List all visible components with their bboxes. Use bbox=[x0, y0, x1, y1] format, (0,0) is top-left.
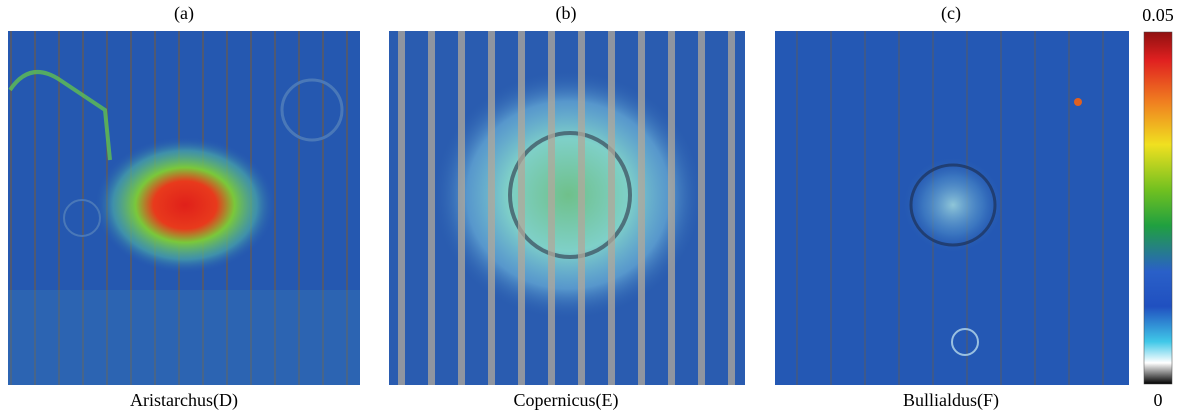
panel-label: (b) bbox=[556, 3, 577, 24]
image-spot bbox=[1074, 98, 1082, 106]
panel-a: (a) Aristarchus(D) bbox=[8, 3, 360, 411]
image-stripes bbox=[389, 31, 745, 385]
colorbar-max: 0.05 bbox=[1142, 5, 1174, 25]
colorbar: 0.05 0 bbox=[1142, 5, 1174, 410]
image-texture bbox=[8, 290, 360, 385]
panel-label: (a) bbox=[174, 3, 194, 24]
panel-caption: Aristarchus(D) bbox=[130, 390, 238, 411]
panel-caption: Copernicus(E) bbox=[514, 390, 619, 411]
figure: (a) Aristarchus(D) (b) Copernicus(E) (c)… bbox=[0, 0, 1184, 416]
panel-caption: Bullialdus(F) bbox=[903, 390, 999, 411]
panel-b: (b) Copernicus(E) bbox=[389, 3, 745, 411]
colorbar-min: 0 bbox=[1154, 390, 1163, 410]
image-hotspot bbox=[95, 137, 275, 273]
panel-c: (c) Bullialdus(F) bbox=[775, 3, 1129, 411]
colorbar-scale bbox=[1144, 32, 1172, 384]
image-hotspot bbox=[903, 157, 1003, 253]
panel-label: (c) bbox=[941, 3, 961, 24]
